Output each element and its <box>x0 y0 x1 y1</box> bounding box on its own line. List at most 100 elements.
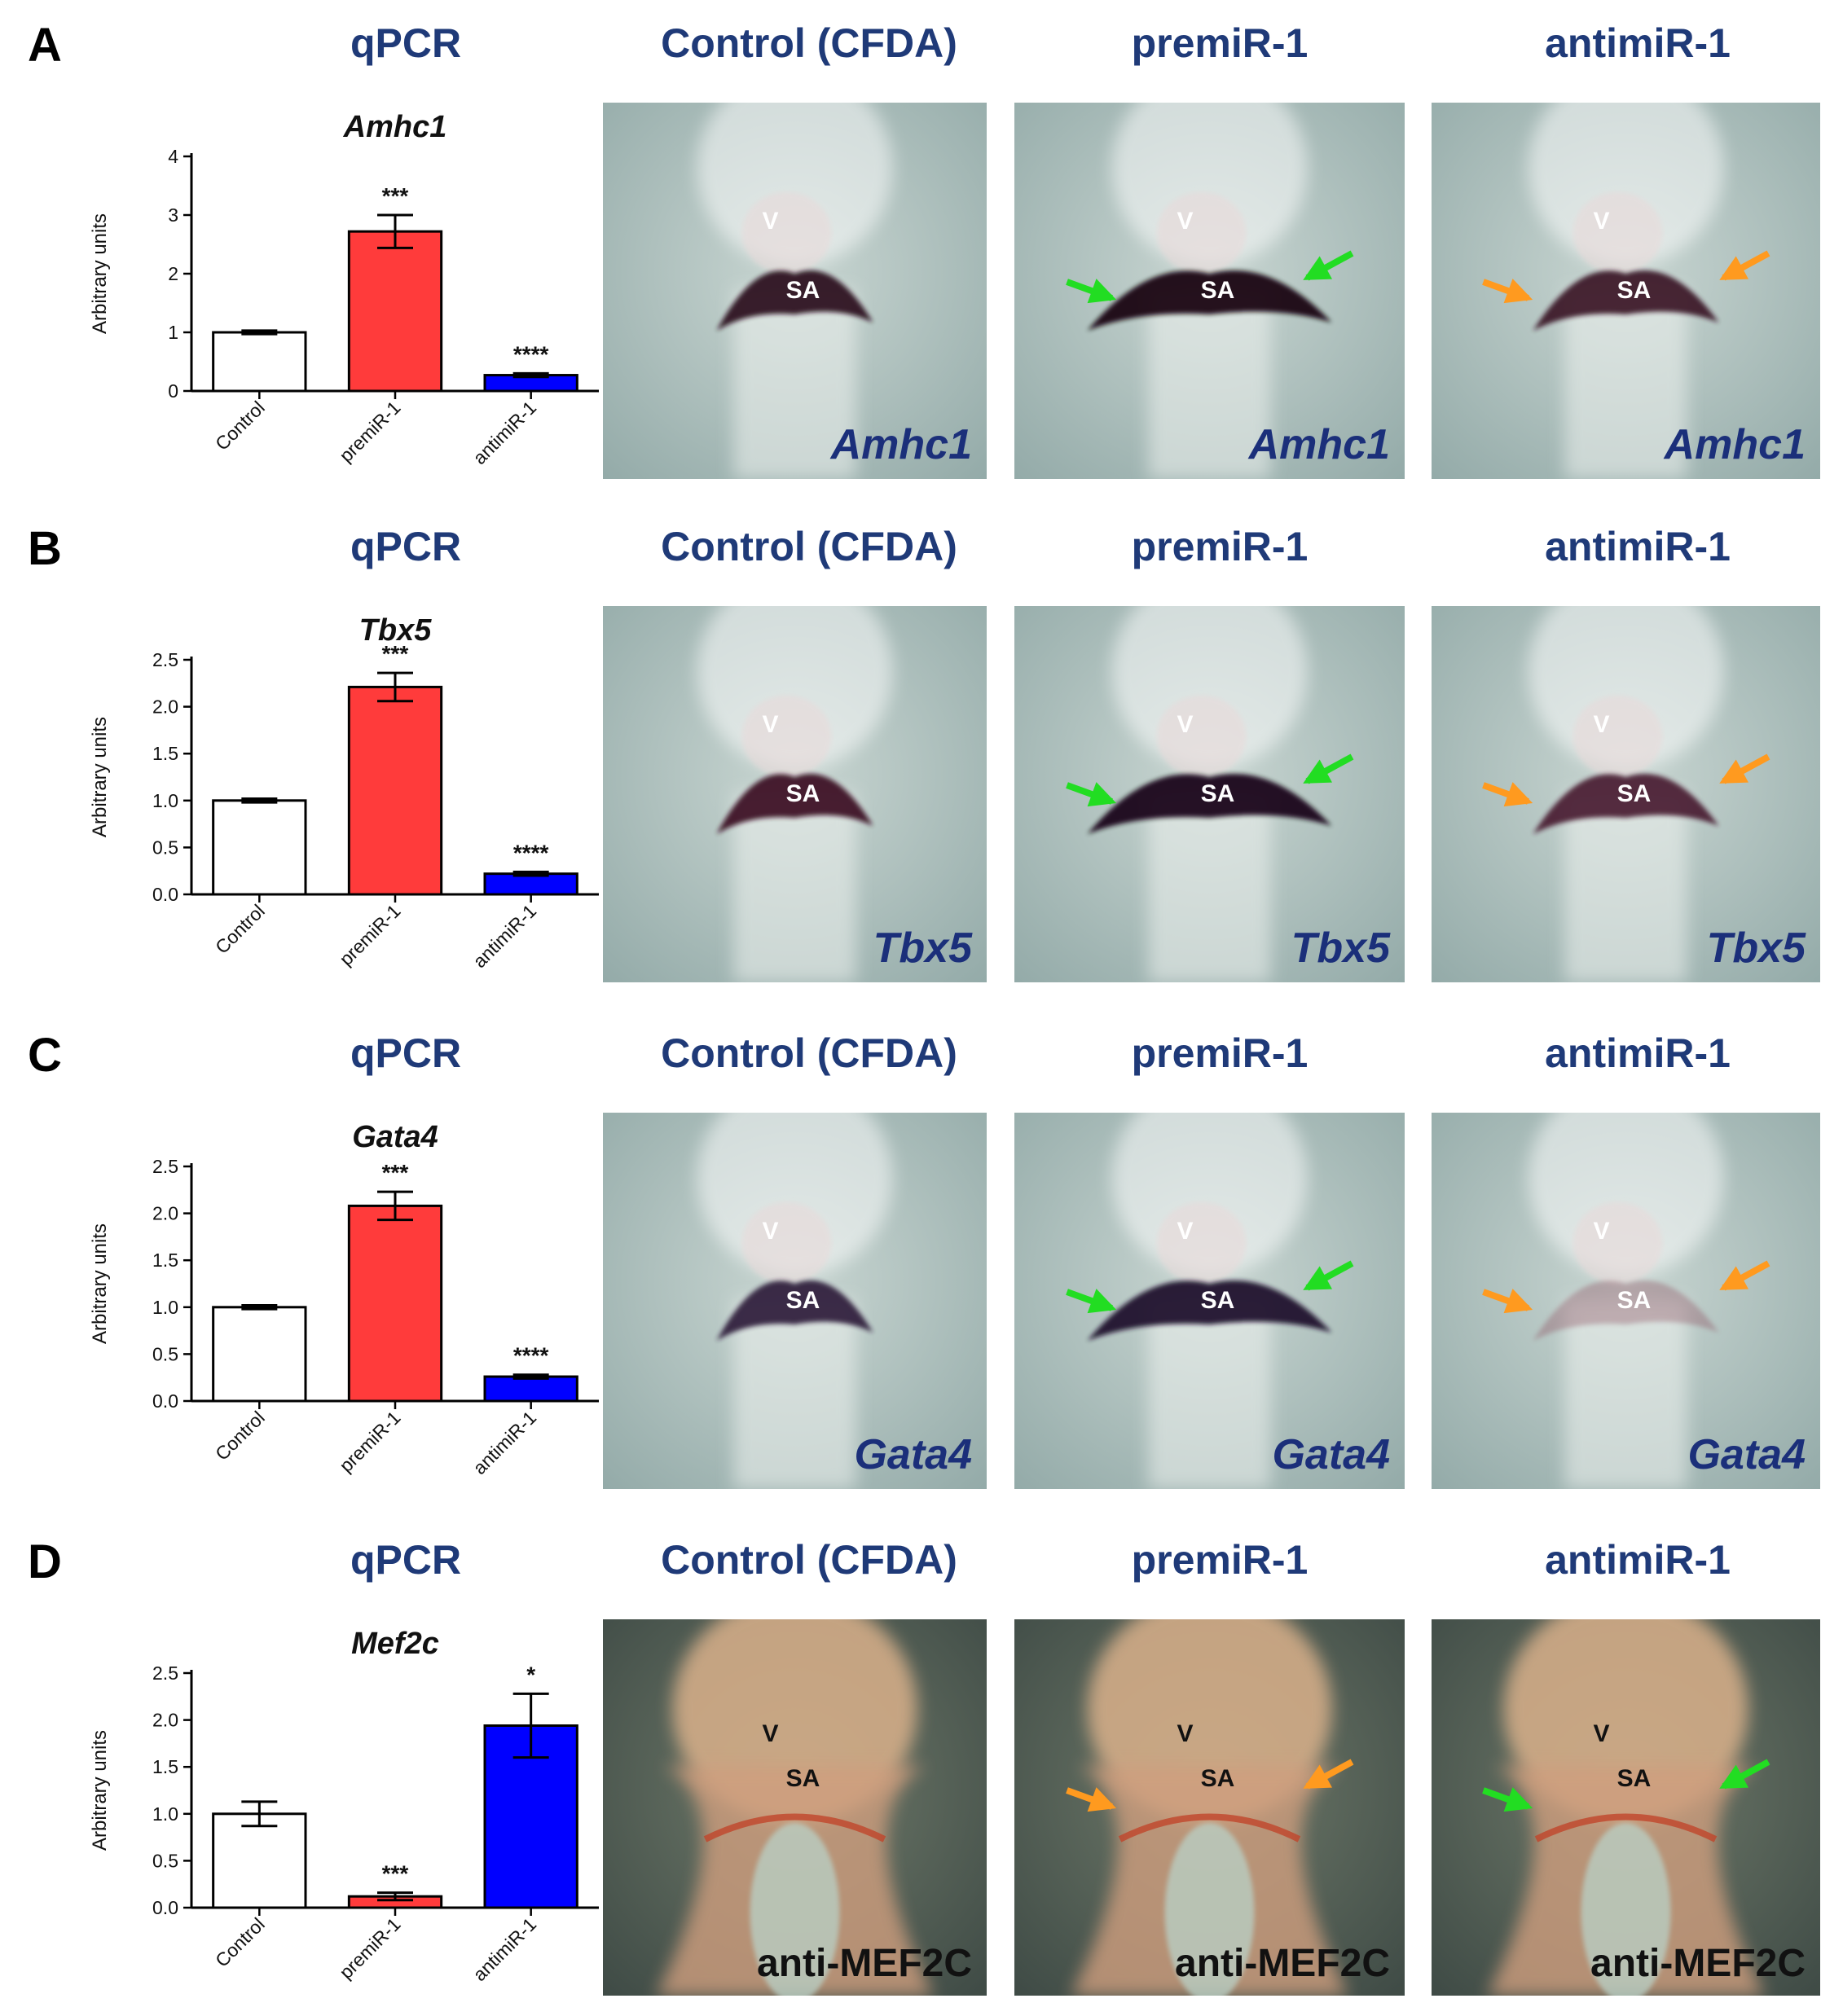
embryo-photo: V SA anti-MEF2C <box>1432 1619 1820 1996</box>
sinoatrial-label: SA <box>786 277 820 304</box>
sinoatrial-stain <box>1087 270 1332 331</box>
ventricle-label: V <box>1593 208 1609 235</box>
ventricle <box>1572 192 1663 274</box>
embryo-body <box>1564 1300 1687 1489</box>
bar-control <box>212 1306 307 1403</box>
y-tick-label: 4 <box>168 146 178 167</box>
neural-tube <box>1164 1823 1255 1996</box>
embryo-photo: V SA Gata4 <box>1014 1113 1405 1489</box>
photo-label: Gata4 <box>1272 1431 1390 1478</box>
y-tick-label: 0.0 <box>152 1897 178 1918</box>
significance-label: *** <box>382 641 409 666</box>
sinoatrial-stain <box>1534 1813 1718 1843</box>
y-tick-label: 0.5 <box>152 1850 178 1871</box>
y-tick-label: 1.5 <box>152 743 178 764</box>
ventricle <box>741 1202 832 1284</box>
x-tick-label: Control <box>211 900 269 958</box>
green-arrow-left <box>1066 1289 1117 1314</box>
column-title-qpcr: qPCR <box>350 1537 462 1583</box>
panel-letter-c: C <box>28 1029 62 1082</box>
embryo-body <box>1148 1300 1271 1489</box>
significance-label: *** <box>382 1160 409 1185</box>
embryo-photo: V SA Tbx5 <box>1014 606 1405 982</box>
y-axis-label: Arbitrary units <box>89 1730 111 1851</box>
column-title-control: Control (CFDA) <box>661 1537 957 1583</box>
sinoatrial-label: SA <box>1617 1765 1652 1792</box>
embryo-photo: V SA Tbx5 <box>603 606 987 982</box>
ventricle-label: V <box>1177 711 1193 738</box>
ventricle <box>1572 696 1663 777</box>
y-axis-label: Arbitrary units <box>89 213 111 334</box>
column-title-premir: premiR-1 <box>1131 524 1309 569</box>
embryo-photo: V SA Amhc1 <box>1014 103 1405 479</box>
y-tick-label: 2.0 <box>152 696 178 718</box>
y-tick-label: 2.5 <box>152 1156 178 1177</box>
column-title-qpcr: qPCR <box>350 20 462 66</box>
column-title-premir: premiR-1 <box>1131 1030 1309 1076</box>
embryo-photo: V SA anti-MEF2C <box>603 1619 987 1996</box>
photo-label: Amhc1 <box>1248 421 1390 468</box>
sinoatrial-label: SA <box>786 1287 820 1314</box>
orange-arrow-left <box>1482 782 1533 807</box>
column-title-control: Control (CFDA) <box>661 20 957 66</box>
y-tick-label: 2.5 <box>152 1662 178 1684</box>
ventricle-label: V <box>1593 1218 1609 1245</box>
y-tick-label: 3 <box>168 204 178 226</box>
bar-control <box>212 331 307 393</box>
neural-tube <box>1581 1823 1671 1996</box>
panel-letter-a: A <box>28 19 62 72</box>
y-axis-label: Arbitrary units <box>89 717 111 837</box>
embryo-photo: V SA anti-MEF2C <box>1014 1619 1405 1996</box>
sinoatrial-stain <box>1533 270 1719 331</box>
y-tick-label: 1.0 <box>152 790 178 811</box>
photo-label: Tbx5 <box>1291 925 1390 972</box>
ventricle-label: V <box>762 1720 778 1747</box>
significance-label: * <box>526 1662 535 1687</box>
photo-label: Amhc1 <box>1664 421 1806 468</box>
bar-premir <box>347 685 443 896</box>
column-title-antimir: antimiR-1 <box>1545 1537 1731 1583</box>
ventricle-label: V <box>1177 1218 1193 1245</box>
sinoatrial-label: SA <box>786 1765 820 1792</box>
chart-title: Mef2c <box>351 1627 439 1661</box>
sinoatrial-stain <box>703 1813 886 1843</box>
y-tick-label: 2.0 <box>152 1203 178 1224</box>
sinoatrial-label: SA <box>1201 1287 1235 1314</box>
sinoatrial-label: SA <box>1201 277 1235 304</box>
x-tick-label: premiR-1 <box>335 900 404 969</box>
sinoatrial-label: SA <box>1201 780 1235 807</box>
y-tick-label: 2.0 <box>152 1710 178 1731</box>
photo-label: anti-MEF2C <box>1590 1942 1806 1985</box>
y-tick-label: 1.5 <box>152 1756 178 1777</box>
panel-letter-d: D <box>28 1535 62 1588</box>
y-tick-label: 1.0 <box>152 1803 178 1825</box>
ventricle <box>1156 696 1247 777</box>
embryo-body <box>733 793 856 982</box>
panel-letter-b: B <box>28 522 62 575</box>
embryo-body <box>1148 793 1271 982</box>
chart-title: Amhc1 <box>343 110 447 144</box>
green-arrow-left <box>1482 1787 1533 1812</box>
embryo-body <box>1564 290 1687 479</box>
column-title-control: Control (CFDA) <box>661 1030 957 1076</box>
y-tick-label: 1.5 <box>152 1250 178 1271</box>
photo-label: Tbx5 <box>873 925 972 972</box>
embryo-photo: V SA Gata4 <box>1432 1113 1820 1489</box>
embryo-body <box>733 290 856 479</box>
ventricle <box>741 192 832 274</box>
qpcr-chart: Amhc1 Arbitrary units 0 1 2 3 4 Control *** premi… <box>89 110 599 468</box>
ventricle-label: V <box>1177 208 1193 235</box>
photo-label: Gata4 <box>1687 1431 1806 1478</box>
y-tick-label: 0.5 <box>152 1343 178 1364</box>
embryo-body <box>1148 290 1271 479</box>
x-tick-label: Control <box>211 1407 269 1465</box>
y-tick-label: 1 <box>168 322 178 343</box>
green-arrow-right <box>1303 753 1354 784</box>
bar-premir <box>347 230 443 393</box>
green-arrow-right <box>1303 250 1354 281</box>
qpcr-chart: Tbx5 Arbitrary units 0.0 0.5 1.0 1.5 2.0 2.5 Con… <box>89 613 599 972</box>
column-title-premir: premiR-1 <box>1131 20 1309 66</box>
sinoatrial-label: SA <box>1617 1287 1652 1314</box>
sinoatrial-stain <box>716 270 873 331</box>
x-tick-label: Control <box>211 397 269 455</box>
